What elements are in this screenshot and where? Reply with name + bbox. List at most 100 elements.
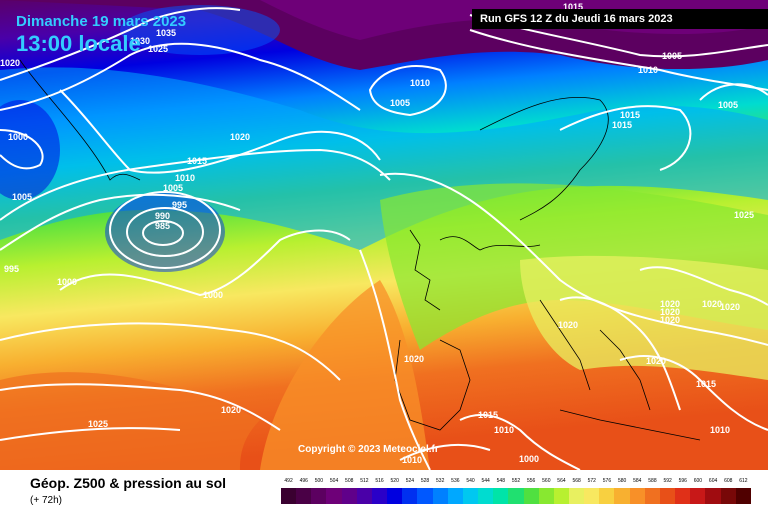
weather-map: 1035 1030 1025 1020 1000 1005 995 1000 1… xyxy=(0,0,768,470)
color-scale xyxy=(281,488,751,504)
pressure-labels: 1035 1030 1025 1020 1000 1005 995 1000 1… xyxy=(0,2,754,465)
legend-swatch xyxy=(584,488,600,504)
legend-label: 588 xyxy=(648,478,657,484)
isobars xyxy=(0,7,768,470)
pressure-label: 1025 xyxy=(734,210,754,220)
pressure-label: 1025 xyxy=(88,419,108,429)
forecast-date: Dimanche 19 mars 2023 xyxy=(16,13,187,30)
legend-label: 608 xyxy=(724,478,733,484)
legend-swatch xyxy=(568,488,585,504)
legend-label: 572 xyxy=(587,478,596,484)
pressure-label: 1015 xyxy=(563,2,583,12)
legend-label: 492 xyxy=(284,478,293,484)
legend-label: 612 xyxy=(739,478,748,484)
forecast-time: 13:00 locale xyxy=(16,31,141,56)
legend-swatch xyxy=(326,488,342,504)
legend-label: 544 xyxy=(481,478,490,484)
legend-label: 496 xyxy=(299,478,308,484)
pressure-label: 1020 xyxy=(660,315,680,325)
pressure-label: 1020 xyxy=(558,320,578,330)
legend-label: 584 xyxy=(633,478,642,484)
legend-swatch xyxy=(508,488,524,504)
copyright: Copyright © 2023 Meteociel.fr xyxy=(298,444,439,455)
legend-swatch xyxy=(478,488,494,504)
pressure-label: 1010 xyxy=(638,65,658,75)
legend-label: 504 xyxy=(329,478,339,484)
pressure-label: 1015 xyxy=(612,120,632,130)
legend-swatch xyxy=(387,488,403,504)
legend-label: 548 xyxy=(496,478,505,484)
legend-swatch xyxy=(644,488,660,504)
pressure-label: 1025 xyxy=(148,44,168,54)
pressure-label: 1020 xyxy=(230,132,250,142)
legend-swatch xyxy=(402,488,418,504)
pressure-label: 1005 xyxy=(163,183,183,193)
pressure-label: 1010 xyxy=(410,78,430,88)
pressure-label: 1020 xyxy=(0,58,20,68)
forecast-range: (+ 72h) xyxy=(30,495,62,506)
legend-label: 508 xyxy=(345,478,354,484)
pressure-label: 995 xyxy=(4,264,19,274)
pressure-label: 1000 xyxy=(519,454,539,464)
legend-swatch xyxy=(523,488,539,504)
legend-swatch xyxy=(675,488,691,504)
run-info: Run GFS 12 Z du Jeudi 16 mars 2023 xyxy=(472,9,768,29)
legend-label: 568 xyxy=(572,478,581,484)
legend-label: 528 xyxy=(420,478,430,484)
pressure-label: 1005 xyxy=(390,98,410,108)
coastlines xyxy=(19,59,701,441)
pressure-label: 1000 xyxy=(57,277,77,287)
legend-swatch xyxy=(371,488,388,504)
pressure-label: 985 xyxy=(155,221,170,231)
legend-label: 552 xyxy=(511,478,521,484)
pressure-label: 1030 xyxy=(130,36,150,46)
legend-label: 536 xyxy=(451,478,460,484)
legend-swatch xyxy=(690,488,706,504)
legend-swatch xyxy=(281,488,297,504)
pressure-label: 1020 xyxy=(221,405,241,415)
legend-swatch xyxy=(417,488,433,504)
legend-swatch xyxy=(356,488,372,504)
legend-label: 596 xyxy=(678,478,687,484)
legend-label: 512 xyxy=(360,478,369,484)
legend-label: 576 xyxy=(602,478,612,484)
pressure-label: 1015 xyxy=(187,156,207,166)
legend-label: 524 xyxy=(405,478,415,484)
legend-labels: 492 496 500 504 508 512 516 520 524 528 532 536 540 5… xyxy=(281,478,751,488)
legend-swatch xyxy=(462,488,479,504)
pressure-label: 1010 xyxy=(710,425,730,435)
legend-swatch xyxy=(538,488,554,504)
legend-label: 556 xyxy=(526,478,536,484)
footer: Géop. Z500 & pression au sol (+ 72h) 492… xyxy=(0,470,768,512)
geopotential-map: 1035 1030 1025 1020 1000 1005 995 1000 1… xyxy=(0,0,768,470)
legend-swatch xyxy=(296,488,312,504)
pressure-label: 995 xyxy=(172,200,187,210)
legend-swatch xyxy=(705,488,721,504)
pressure-label: 1020 xyxy=(720,302,740,312)
pressure-label: 1000 xyxy=(8,132,28,142)
legend-label: 564 xyxy=(557,478,566,484)
legend-swatch xyxy=(447,488,463,504)
pressure-label: 1020 xyxy=(646,356,666,366)
pressure-label: 1020 xyxy=(660,307,680,317)
legend-swatch xyxy=(432,488,448,504)
legend-swatch xyxy=(599,488,615,504)
pressure-label: 1015 xyxy=(696,379,716,389)
legend-label: 540 xyxy=(466,478,475,484)
legend-label: 604 xyxy=(708,478,718,484)
legend-label: 560 xyxy=(542,478,551,484)
pressure-label: 1010 xyxy=(494,425,514,435)
map-title: Géop. Z500 & pression au sol xyxy=(30,475,227,491)
legend-label: 532 xyxy=(436,478,445,484)
pressure-label: 1005 xyxy=(718,100,738,110)
pressure-label: 1000 xyxy=(203,290,223,300)
pressure-label: 1010 xyxy=(402,455,422,465)
pressure-label: 990 xyxy=(155,211,170,221)
pressure-label: 1020 xyxy=(702,299,722,309)
pressure-label: 1005 xyxy=(12,192,32,202)
pressure-label: 1020 xyxy=(404,354,424,364)
pressure-label: 1005 xyxy=(662,51,682,61)
pressure-label: 1015 xyxy=(478,410,498,420)
legend-label: 600 xyxy=(693,478,703,484)
legend-swatch xyxy=(629,488,645,504)
